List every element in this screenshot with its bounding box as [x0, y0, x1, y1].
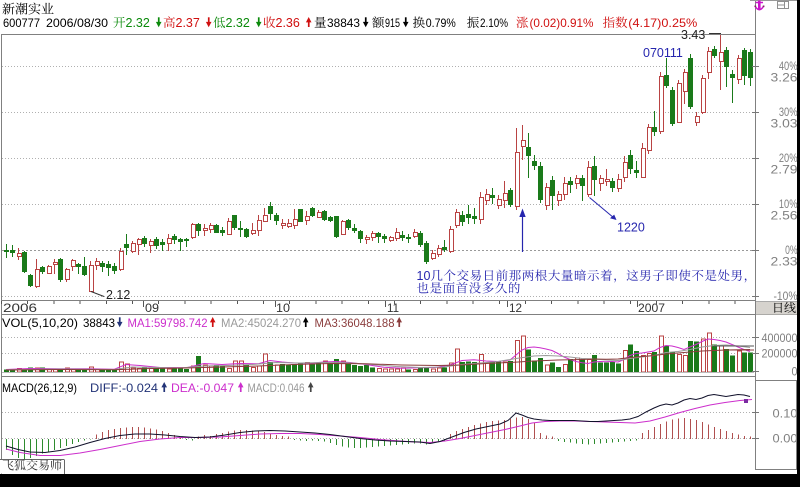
svg-text:2.33: 2.33 [771, 255, 798, 269]
svg-text:2.37: 2.37 [176, 16, 200, 30]
svg-text:2.12: 2.12 [106, 288, 130, 302]
svg-text:12: 12 [509, 301, 522, 315]
svg-text:0: 0 [792, 364, 798, 378]
svg-text:11: 11 [387, 301, 399, 315]
svg-text:DIFF:-0.024: DIFF:-0.024 [90, 381, 158, 395]
svg-text:400000: 400000 [762, 331, 798, 345]
svg-text:2007: 2007 [638, 301, 665, 315]
svg-text:VOL(5,10,20): VOL(5,10,20) [2, 316, 78, 330]
svg-text:600777: 600777 [3, 16, 40, 30]
svg-text:MA1:59798.742: MA1:59798.742 [128, 316, 208, 330]
svg-text:(4.17)0.25%: (4.17)0.25% [628, 16, 697, 30]
svg-text:MA2:45024.270: MA2:45024.270 [221, 316, 301, 330]
svg-text:0.00: 0.00 [773, 432, 798, 446]
svg-text:2.36: 2.36 [276, 16, 300, 30]
svg-text:0.79%: 0.79% [426, 16, 456, 30]
svg-text:0%: 0% [785, 243, 798, 257]
svg-text:40%: 40% [779, 59, 798, 73]
svg-text:MACD(26,12,9): MACD(26,12,9) [2, 381, 77, 395]
svg-text:3.43: 3.43 [681, 28, 705, 42]
svg-text:2.10%: 2.10% [480, 16, 508, 30]
svg-text:1220: 1220 [617, 221, 645, 235]
svg-text:MACD:0.046: MACD:0.046 [248, 381, 305, 395]
svg-text:10: 10 [417, 269, 431, 283]
svg-text:2.56: 2.56 [771, 209, 798, 223]
svg-text:2006/08/30: 2006/08/30 [46, 16, 108, 30]
svg-text:2006: 2006 [3, 301, 37, 315]
svg-text:10: 10 [276, 301, 290, 315]
svg-text:3.03: 3.03 [771, 117, 798, 131]
svg-text:200000: 200000 [762, 347, 798, 361]
svg-text:10%: 10% [779, 197, 798, 211]
svg-text:-10%: -10% [774, 289, 798, 303]
svg-text:3.26: 3.26 [771, 71, 798, 85]
svg-text:38843: 38843 [327, 16, 360, 30]
svg-text:0.10: 0.10 [773, 407, 798, 421]
svg-text:2.32: 2.32 [226, 16, 250, 30]
svg-text:09: 09 [145, 301, 159, 315]
svg-text:2.32: 2.32 [126, 16, 150, 30]
svg-text:915: 915 [385, 16, 400, 30]
svg-text:30%: 30% [779, 105, 798, 119]
svg-text:MA3:36048.188: MA3:36048.188 [315, 316, 395, 330]
svg-text:38843: 38843 [83, 316, 115, 330]
svg-text:(0.02)0.91%: (0.02)0.91% [530, 16, 594, 30]
svg-text:20%: 20% [779, 151, 798, 165]
svg-text:2.79: 2.79 [771, 163, 798, 177]
svg-text:070111: 070111 [643, 46, 683, 60]
svg-text:DEA:-0.047: DEA:-0.047 [171, 381, 234, 395]
